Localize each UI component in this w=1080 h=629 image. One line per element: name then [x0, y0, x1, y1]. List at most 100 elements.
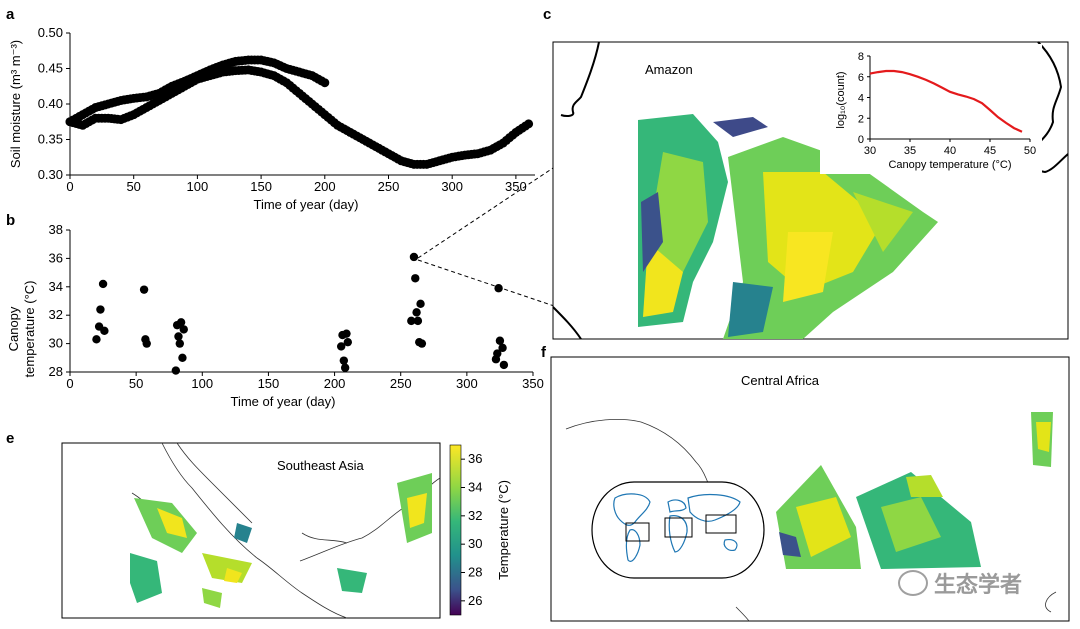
- histogram-y-tick-label: 4: [858, 93, 864, 105]
- study-box-africa: [664, 517, 693, 538]
- canopy-temperature-point: [340, 363, 350, 372]
- colorbar-label: Temperature (°C): [496, 480, 511, 580]
- soil-moisture-x-tick-label: 200: [314, 179, 336, 194]
- canopy-temperature-point: [409, 252, 419, 262]
- soil-moisture-point: [524, 119, 534, 129]
- watermark-text: 生态学者: [934, 573, 1023, 598]
- canopy-temperature-point: [96, 305, 105, 314]
- canopy-temperature-x-tick-label: 350: [522, 376, 544, 391]
- world-map-inset: [591, 481, 765, 579]
- soil-moisture-x-tick-label: 350: [505, 179, 527, 194]
- soil-moisture-x-tick-label: 0: [66, 179, 73, 194]
- canopy-temperature-x-tick-label: 50: [129, 376, 143, 391]
- canopy-temperature-point: [92, 335, 101, 344]
- histogram-x-tick-label: 30: [864, 145, 876, 157]
- amazon-region-title: Amazon: [645, 62, 693, 77]
- temperature-colorbar: 26 28 30 32 34 36 Temperature (°C): [449, 444, 511, 616]
- histogram-line: [869, 69, 1023, 133]
- central-africa-region-title: Central Africa: [741, 373, 820, 388]
- soil-moisture-y-tick-label: 0.30: [38, 167, 63, 182]
- histogram-background: [820, 44, 1042, 174]
- canopy-temperature-point: [175, 339, 184, 348]
- colorbar-tick-label: 26: [468, 593, 482, 608]
- histogram-x-tick-label: 45: [984, 145, 996, 157]
- central-africa-coastline: [565, 418, 1057, 622]
- panel-letter-b: b: [6, 212, 16, 229]
- soil-moisture-x-tick-label: 250: [378, 179, 400, 194]
- soil-moisture-xlabel: Time of year (day): [254, 197, 359, 212]
- canopy-temperature-point: [493, 349, 502, 358]
- canopy-temperature-y-tick-label: 36: [49, 250, 63, 265]
- canopy-temperature-point: [499, 360, 509, 370]
- soil-moisture-point: [320, 78, 330, 88]
- connector-upper: [417, 113, 635, 259]
- southeast-asia-region-title: Southeast Asia: [277, 458, 364, 473]
- amazon-coastline: [552, 41, 1069, 340]
- canopy-temperature-y-tick-label: 34: [49, 279, 63, 294]
- canopy-temperature-point: [176, 318, 186, 327]
- canopy-temperature-x-tick-label: 0: [66, 376, 73, 391]
- soil-moisture-y-tick-label: 0.35: [38, 132, 63, 147]
- world-map-frame: [591, 481, 765, 579]
- canopy-temperature-point: [139, 285, 149, 294]
- canopy-temperature-point: [342, 329, 351, 338]
- world-study-boxes: [625, 514, 737, 542]
- soil-moisture-y-tick-label: 0.40: [38, 96, 63, 111]
- canopy-temperature-y-tick-label: 30: [49, 336, 63, 351]
- canopy-temperature-y-tick-label: 28: [49, 364, 63, 379]
- histogram-y-tick-label: 2: [858, 113, 864, 125]
- canopy-temperature-point: [336, 342, 346, 351]
- canopy-temperature-point: [494, 284, 503, 293]
- canopy-temperature-point: [178, 353, 187, 362]
- soil-moisture-x-tick-label: 100: [187, 179, 209, 194]
- histogram-xlabel: Canopy temperature (°C): [888, 159, 1011, 171]
- canopy-temperature-point: [495, 336, 505, 345]
- soil-moisture-y-tick-label: 0.45: [38, 61, 63, 76]
- canopy-temperature-point: [407, 316, 416, 326]
- histogram-x-tick-label: 50: [1024, 145, 1036, 157]
- soil-moisture-ylabel: Soil moisture (m³ m⁻³): [8, 40, 23, 168]
- canopy-temperature-point: [100, 326, 109, 336]
- canopy-temperature-xlabel: Time of year (day): [231, 394, 336, 409]
- study-box-amazon: [625, 522, 650, 542]
- canopy-temperature-y-tick-label: 38: [49, 222, 63, 237]
- canopy-temperature-x-tick-label: 250: [390, 376, 412, 391]
- colorbar-tick-label: 32: [468, 508, 482, 523]
- canopy-temperature-point: [98, 279, 108, 289]
- canopy-temperature-point: [339, 356, 349, 365]
- histogram-x-tick-label: 35: [904, 145, 916, 157]
- canopy-temperature-point: [343, 337, 352, 347]
- canopy-temperature-point: [413, 316, 423, 326]
- soil-moisture-x-tick-label: 150: [250, 179, 272, 194]
- canopy-temperature-x-tick-label: 200: [324, 376, 346, 391]
- colorbar-tick-label: 30: [468, 536, 482, 551]
- soil-moisture-x-tick-label: 300: [441, 179, 463, 194]
- watermark: 生态学者: [898, 567, 1022, 599]
- histogram-y-tick-label: 8: [858, 51, 864, 63]
- histogram-ylabel: log₁₀(count): [835, 71, 847, 128]
- canopy-temperature-ylabel-line2: temperature (°C): [22, 281, 37, 378]
- central-africa-data: [776, 412, 1053, 569]
- histogram-x-tick-label: 40: [944, 145, 956, 157]
- wechat-icon: [898, 570, 928, 596]
- canopy-temperature-x-tick-label: 300: [456, 376, 478, 391]
- soil-moisture-chart: 0 50 100 150 200 250 300 350 0.30 0.35 0.40 0.45 0.5…: [8, 25, 535, 212]
- panel-letter-f: f: [541, 344, 546, 361]
- southeast-asia-data: [130, 473, 432, 608]
- canopy-temperature-point: [411, 274, 420, 283]
- canopy-temperature-point: [416, 299, 425, 309]
- canopy-temperature-x-tick-label: 100: [191, 376, 213, 391]
- study-box-asia: [705, 514, 737, 534]
- canopy-temperature-point: [179, 325, 188, 334]
- histogram-y-tick-label: 0: [858, 134, 864, 146]
- colorbar-tick-label: 28: [468, 565, 482, 580]
- canopy-temperature-x-tick-label: 150: [258, 376, 280, 391]
- colorbar-tick-label: 36: [468, 451, 482, 466]
- southeast-asia-map: Southeast Asia: [61, 442, 441, 619]
- panel-letter-e: e: [6, 430, 15, 447]
- panel-letter-c: c: [543, 6, 552, 23]
- amazon-data-swaths: [638, 114, 938, 339]
- soil-moisture-y-tick-label: 0.50: [38, 25, 63, 40]
- world-continents: [613, 493, 741, 562]
